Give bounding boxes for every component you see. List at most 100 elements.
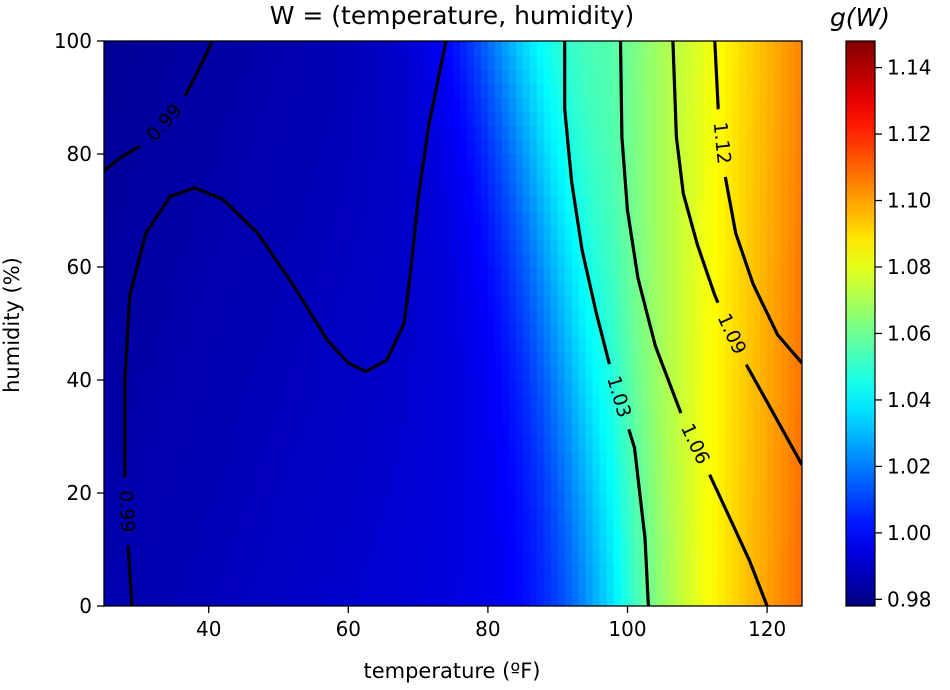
- heatmap-cell: [166, 450, 175, 466]
- heatmap-cell: [159, 69, 168, 84]
- heatmap-cell: [292, 224, 301, 240]
- heatmap-cell: [166, 365, 175, 381]
- heatmap-cell: [257, 351, 266, 367]
- heatmap-cell: [285, 55, 294, 70]
- heatmap-cell: [425, 139, 433, 155]
- heatmap-cell: [606, 436, 615, 452]
- heatmap-cell: [236, 394, 245, 409]
- heatmap-cell: [466, 535, 475, 551]
- heatmap-cell: [501, 69, 510, 84]
- heatmap-cell: [774, 521, 782, 536]
- heatmap-cell: [466, 436, 475, 452]
- heatmap-cell: [278, 196, 287, 212]
- heatmap-cell: [648, 309, 657, 325]
- heatmap-cell: [264, 380, 273, 395]
- heatmap-cell: [459, 125, 468, 141]
- heatmap-cell: [145, 196, 154, 212]
- heatmap-cell: [578, 154, 587, 169]
- heatmap-cell: [536, 125, 545, 141]
- heatmap-cell: [606, 55, 615, 70]
- heatmap-cell: [264, 521, 273, 536]
- heatmap-cell: [753, 591, 761, 606]
- heatmap-cell: [222, 83, 231, 99]
- heatmap-cell: [425, 521, 433, 536]
- heatmap-cell: [222, 55, 231, 70]
- heatmap-cell: [376, 238, 384, 254]
- heatmap-cell: [180, 591, 189, 606]
- heatmap-cell: [306, 365, 314, 381]
- heatmap-cell: [299, 535, 308, 551]
- heatmap-cell: [697, 337, 705, 353]
- heatmap-cell: [292, 323, 301, 339]
- heatmap-cell: [138, 394, 147, 409]
- heatmap-cell: [627, 563, 636, 579]
- heatmap-cell: [390, 394, 398, 409]
- heatmap-cell: [131, 154, 140, 169]
- heatmap-cell: [578, 535, 587, 551]
- heatmap-cell: [515, 309, 524, 325]
- heatmap-cell: [278, 337, 287, 353]
- heatmap-cell: [655, 83, 663, 99]
- heatmap-cell: [222, 591, 231, 606]
- heatmap-cell: [320, 309, 328, 325]
- heatmap-cell: [117, 252, 126, 268]
- heatmap-cell: [508, 436, 517, 452]
- heatmap-cell: [117, 281, 126, 296]
- heatmap-cell: [446, 139, 454, 155]
- heatmap-cell: [669, 365, 677, 381]
- heatmap-cell: [411, 577, 419, 593]
- heatmap-cell: [236, 139, 245, 155]
- heatmap-cell: [110, 535, 119, 551]
- heatmap-cell: [131, 422, 140, 438]
- heatmap-cell: [110, 408, 119, 423]
- heatmap-cell: [564, 323, 573, 339]
- heatmap-cell: [383, 111, 391, 127]
- heatmap-cell: [439, 436, 447, 452]
- heatmap-cell: [411, 351, 419, 367]
- heatmap-cell: [550, 549, 559, 565]
- heatmap-cell: [159, 182, 168, 197]
- heatmap-cell: [529, 408, 538, 423]
- heatmap-cell: [229, 196, 238, 212]
- heatmap-cell: [718, 422, 726, 438]
- heatmap-cell: [529, 380, 538, 395]
- heatmap-cell: [362, 309, 370, 325]
- heatmap-cell: [376, 380, 384, 395]
- heatmap-cell: [676, 521, 684, 536]
- heatmap-cell: [264, 295, 273, 310]
- heatmap-cell: [585, 365, 594, 381]
- heatmap-cell: [292, 351, 301, 367]
- heatmap-cell: [439, 591, 447, 606]
- heatmap-cell: [718, 337, 726, 353]
- heatmap-cell: [320, 507, 328, 522]
- heatmap-cell: [557, 507, 566, 522]
- heatmap-cell: [355, 380, 363, 395]
- heatmap-cell: [739, 365, 747, 381]
- heatmap-cell: [760, 69, 768, 84]
- heatmap-cell: [152, 380, 161, 395]
- heatmap-cell: [781, 281, 789, 296]
- heatmap-cell: [138, 111, 147, 127]
- heatmap-cell: [117, 139, 126, 155]
- heatmap-cell: [131, 493, 140, 508]
- heatmap-cell: [383, 507, 391, 522]
- heatmap-cell: [683, 295, 691, 310]
- heatmap-cell: [390, 351, 398, 367]
- heatmap-cell: [571, 267, 580, 282]
- heatmap-cell: [487, 535, 496, 551]
- heatmap-cell: [369, 41, 377, 56]
- heatmap-cell: [173, 323, 182, 339]
- heatmap-cell: [411, 450, 419, 466]
- heatmap-cell: [166, 182, 175, 197]
- heatmap-cell: [362, 577, 370, 593]
- heatmap-cell: [369, 267, 377, 282]
- heatmap-cell: [299, 521, 308, 536]
- heatmap-cell: [166, 478, 175, 494]
- heatmap-cell: [543, 238, 552, 254]
- heatmap-cell: [229, 323, 238, 339]
- heatmap-cell: [299, 380, 308, 395]
- heatmap-cell: [753, 83, 761, 99]
- heatmap-cell: [411, 238, 419, 254]
- heatmap-cell: [690, 478, 698, 494]
- heatmap-cell: [236, 493, 245, 508]
